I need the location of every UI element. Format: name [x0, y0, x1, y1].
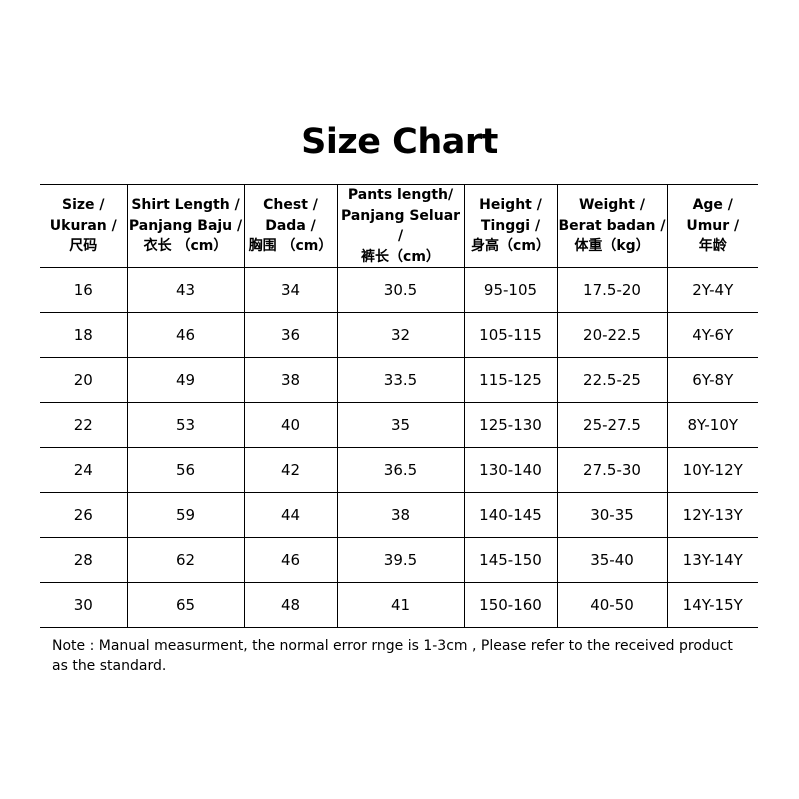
table-cell: 43 [126, 267, 245, 313]
table-cell: 65 [126, 582, 245, 628]
table-row: 20 49 38 33.5 115-125 22.5-25 6Y-8Y [40, 357, 758, 403]
table-cell: 6Y-8Y [666, 357, 758, 403]
table-cell: 26 [40, 492, 128, 538]
table-cell: 53 [126, 402, 245, 448]
table-cell: 36.5 [336, 447, 465, 493]
header-line: Weight / [579, 197, 645, 214]
header-row: Size / Ukuran / 尺码 Shirt Length / Panjang Ba… [40, 184, 758, 268]
table-cell: 22 [40, 402, 128, 448]
table-cell: 17.5-20 [556, 267, 668, 313]
table-cell: 8Y-10Y [666, 402, 758, 448]
column-header: Size / Ukuran / 尺码 [40, 184, 128, 268]
table-cell: 41 [336, 582, 465, 628]
table-cell: 42 [243, 447, 338, 493]
table-cell: 56 [126, 447, 245, 493]
table-cell: 44 [243, 492, 338, 538]
column-header: Height / Tinggi / 身高（cm） [463, 184, 558, 268]
column-header: Shirt Length / Panjang Baju / 衣长 （cm） [126, 184, 245, 268]
table-cell: 125-130 [463, 402, 558, 448]
header-line: Dada / [265, 217, 316, 234]
page-title: Size Chart [301, 122, 498, 162]
table-cell: 2Y-4Y [666, 267, 758, 313]
header-line: Chest / [263, 197, 318, 214]
table-cell: 150-160 [463, 582, 558, 628]
note-text: Note : Manual measurment, the normal err… [52, 638, 733, 674]
table-cell: 39.5 [336, 537, 465, 583]
table-cell: 35-40 [556, 537, 668, 583]
table-cell: 16 [40, 267, 128, 313]
table-cell: 48 [243, 582, 338, 628]
table-row: 16 43 34 30.5 95-105 17.5-20 2Y-4Y [40, 267, 758, 313]
column-header: Pants length/Panjang Seluar / 裤长（cm） [336, 184, 465, 268]
table-cell: 20 [40, 357, 128, 403]
header-line: 身高（cm） [471, 238, 550, 255]
header-line: 尺码 [69, 238, 98, 255]
table-cell: 40-50 [556, 582, 668, 628]
table-row: 18 46 36 32 105-115 20-22.5 4Y-6Y [40, 312, 758, 358]
table-cell: 62 [126, 537, 245, 583]
column-header: Weight / Berat badan / 体重（kg） [556, 184, 668, 268]
header-line: Size / [61, 197, 105, 214]
table-cell: 32 [336, 312, 465, 358]
column-header: Age / Umur / 年龄 [666, 184, 758, 268]
table-row: 24 56 42 36.5 130-140 27.5-30 10Y-12Y [40, 447, 758, 493]
header-line: 体重（kg） [574, 238, 650, 255]
header-line: Pants length/ [347, 187, 454, 203]
table-cell: 33.5 [336, 357, 465, 403]
table-cell: 13Y-14Y [666, 537, 758, 583]
table-cell: 46 [126, 312, 245, 358]
header-line: Berat badan / [558, 217, 666, 234]
table-cell: 30-35 [556, 492, 668, 538]
table-cell: 145-150 [463, 537, 558, 583]
table-cell: 36 [243, 312, 338, 358]
table-cell: 30.5 [336, 267, 465, 313]
table-cell: 12Y-13Y [666, 492, 758, 538]
table-cell: 34 [243, 267, 338, 313]
header-line: Panjang Baju / [128, 217, 243, 234]
table-row: 30 65 48 41 150-160 40-50 14Y-15Y [40, 582, 758, 628]
table-row: 22 53 40 35 125-130 25-27.5 8Y-10Y [40, 402, 758, 448]
header-line: Tinggi / [480, 217, 541, 234]
table-cell: 14Y-15Y [666, 582, 758, 628]
table-cell: 30 [40, 582, 128, 628]
header-line: 胸围 （cm） [248, 238, 333, 255]
header-line: Shirt Length / [131, 197, 240, 214]
header-line: Panjang Seluar / [340, 207, 461, 245]
table-cell: 27.5-30 [556, 447, 668, 493]
table-cell: 22.5-25 [556, 357, 668, 403]
table-cell: 46 [243, 537, 338, 583]
header-line: 衣长 （cm） [143, 238, 228, 255]
table-cell: 28 [40, 537, 128, 583]
header-line: Ukuran / [49, 217, 117, 234]
header-line: Height / [479, 197, 542, 214]
table-row: 28 62 46 39.5 145-150 35-40 13Y-14Y [40, 537, 758, 583]
table-cell: 20-22.5 [556, 312, 668, 358]
header-line: Age / [692, 197, 733, 214]
table-cell: 24 [40, 447, 128, 493]
table-cell: 95-105 [463, 267, 558, 313]
table-row: 26 59 44 38 140-145 30-35 12Y-13Y [40, 492, 758, 538]
table-cell: 38 [243, 357, 338, 403]
table-cell: 105-115 [463, 312, 558, 358]
table-cell: 38 [336, 492, 465, 538]
header-line: 年龄 [698, 238, 727, 255]
table-cell: 140-145 [463, 492, 558, 538]
column-header: Chest / Dada / 胸围 （cm） [243, 184, 338, 268]
header-line: Umur / [686, 217, 740, 234]
table-cell: 115-125 [463, 357, 558, 403]
table-cell: 40 [243, 402, 338, 448]
table-cell: 35 [336, 402, 465, 448]
size-chart-table: Size / Ukuran / 尺码 Shirt Length / Panjang Ba… [40, 184, 758, 628]
table-cell: 59 [126, 492, 245, 538]
table-cell: 4Y-6Y [666, 312, 758, 358]
table-cell: 49 [126, 357, 245, 403]
table-cell: 25-27.5 [556, 402, 668, 448]
header-line: 裤长（cm） [361, 248, 440, 265]
table-cell: 18 [40, 312, 128, 358]
table-cell: 10Y-12Y [666, 447, 758, 493]
table-cell: 130-140 [463, 447, 558, 493]
